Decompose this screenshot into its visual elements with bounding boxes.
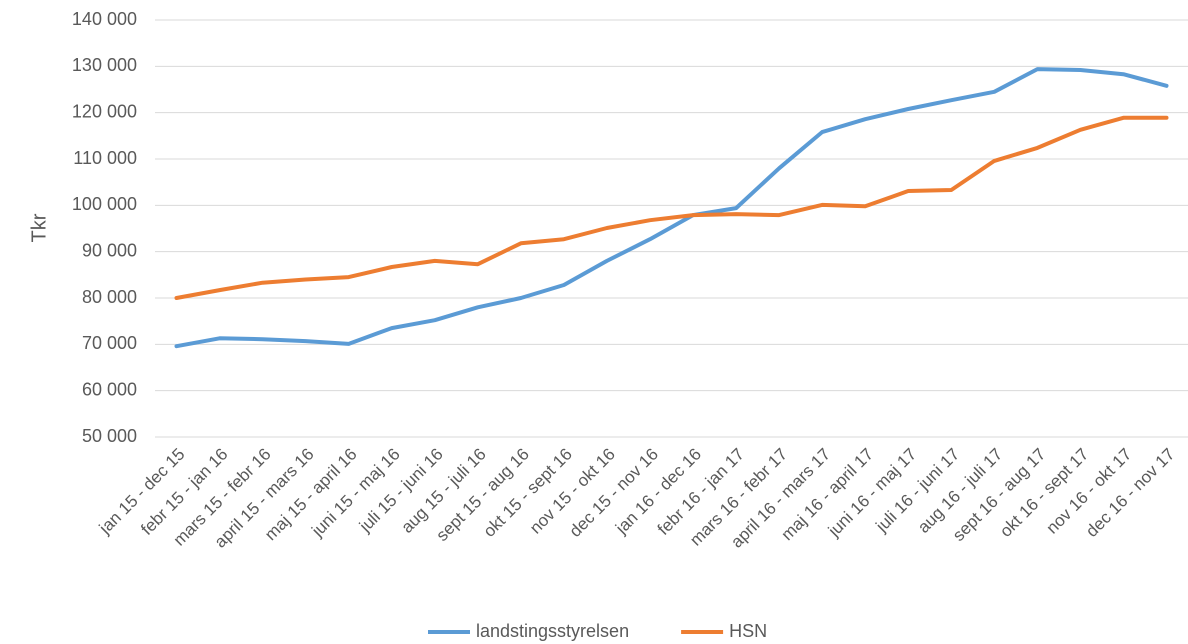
legend-label: HSN (729, 621, 767, 641)
y-tick-label: 100 000 (72, 194, 137, 214)
y-tick-label: 60 000 (82, 379, 137, 399)
y-axis-label: Tkr (28, 213, 50, 242)
series-line (174, 67, 1169, 349)
legend-label: landstingsstyrelsen (476, 621, 629, 641)
y-tick-label: 90 000 (82, 240, 137, 260)
y-tick-label: 140 000 (72, 9, 137, 29)
y-tick-label: 70 000 (82, 333, 137, 353)
y-tick-label: 80 000 (82, 287, 137, 307)
y-tick-label: 120 000 (72, 101, 137, 121)
series-line (174, 115, 1169, 300)
y-tick-label: 50 000 (82, 426, 137, 446)
y-tick-label: 110 000 (73, 148, 137, 168)
y-tick-label: 130 000 (72, 55, 137, 75)
